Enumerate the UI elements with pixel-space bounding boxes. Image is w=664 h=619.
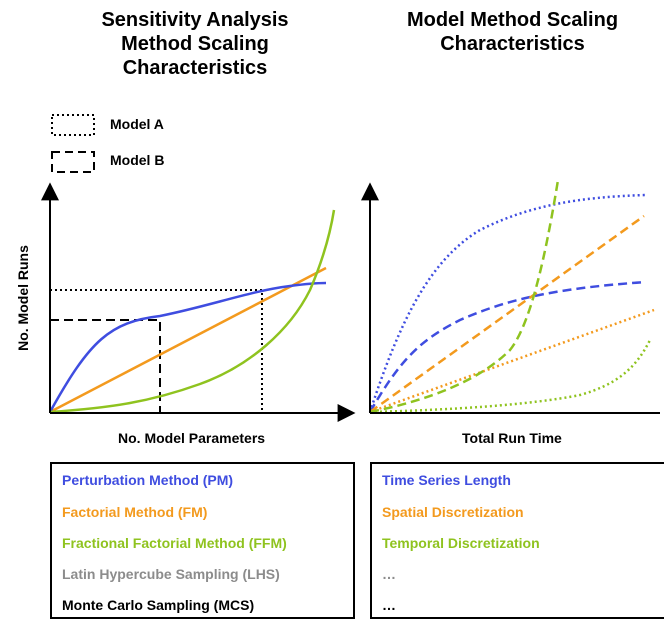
legend-item-fm: Factorial Method (FM) [62,504,208,520]
legend-item-ffm: Fractional Factorial Method (FFM) [62,535,287,551]
model-b-box [50,319,161,413]
spatial-dashed-line [369,214,645,414]
left-x-axis-label: No. Model Parameters [118,430,266,446]
left-title: Sensitivity Analysis Method Scaling Char… [60,8,330,80]
left-title-line-2: Method Scaling [121,33,269,55]
model-b-key-swatch [51,151,95,173]
left-y-axis-label: No. Model Runs [15,245,31,351]
left-title-line-1: Sensitivity Analysis [101,9,289,31]
right-x-axis-label: Total Run Time [462,430,562,446]
right-title: Model Method Scaling Characteristics [375,8,650,56]
temporal-dashed-curve [369,179,560,414]
model-a-key-label: Model A [110,116,164,132]
pm-curve [48,281,327,413]
right-chart [361,179,660,414]
ffm-curve [49,209,336,414]
legend-item-lhs: Latin Hypercube Sampling (LHS) [62,566,280,582]
legend-item-time-series: Time Series Length [382,472,511,488]
time-series-dotted-curve [368,193,647,413]
legend-item-pm: Perturbation Method (PM) [62,472,234,488]
time-series-dashed-curve [368,280,647,413]
model-a-key-swatch [51,114,95,136]
legend-item-ellipsis-2: … [382,597,396,613]
left-chart [41,182,356,422]
fm-curve [49,266,327,414]
legend-item-mcs: Monte Carlo Sampling (MCS) [62,597,255,613]
left-title-line-3: Characteristics [122,57,268,79]
temporal-dotted-curve [369,339,652,414]
legend-item-temporal: Temporal Discretization [382,535,540,551]
right-title-line-2: Characteristics [440,33,585,55]
factors-legend: Time Series Length Spatial Discretizatio… [370,462,664,619]
methods-legend: Perturbation Method (PM) Factorial Metho… [50,462,355,619]
right-title-line-1: Model Method Scaling [406,9,619,31]
legend-item-spatial: Spatial Discretization [382,504,524,520]
model-b-key-label: Model B [110,152,165,168]
legend-item-ellipsis-1: … [382,566,396,582]
spatial-dotted-line [369,308,655,414]
